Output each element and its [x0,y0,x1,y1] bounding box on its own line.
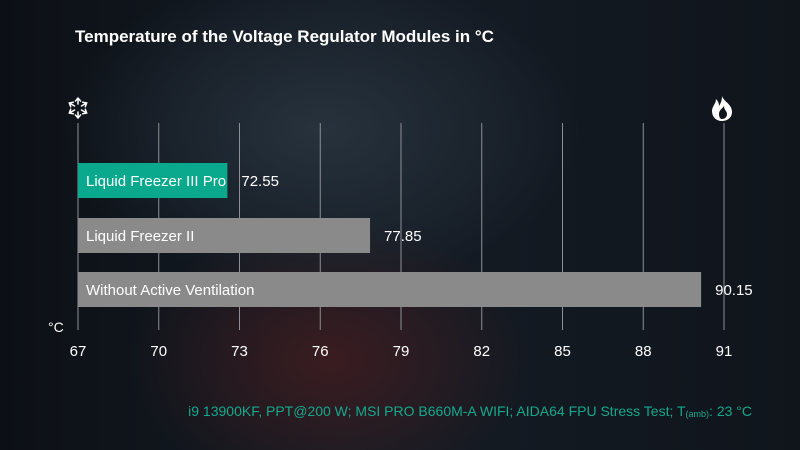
x-tick-label: 88 [635,343,652,360]
bar-value-label: 72.55 [241,173,279,190]
x-tick-label: 76 [312,343,329,360]
bar-value-label: 90.15 [715,282,753,299]
x-tick-label: 91 [716,343,733,360]
footnote-tail: : 23 °C [709,403,752,419]
x-tick-label: 70 [150,343,167,360]
x-tick-label: 82 [473,343,490,360]
x-tick-label: 67 [70,343,87,360]
snowflake-icon [68,96,88,120]
bar [78,272,702,307]
bar [78,218,371,253]
x-tick-label: 85 [554,343,571,360]
x-tick-label: 79 [393,343,410,360]
bar-category-label: Without Active Ventilation [86,282,254,299]
bar-category-label: Liquid Freezer III Pro [86,173,226,190]
flame-icon [712,96,732,121]
axis-unit-label: °C [48,319,64,335]
footnote-subscript: (amb) [685,409,710,419]
bar-value-label: 77.85 [384,228,422,245]
x-tick-label: 73 [231,343,248,360]
bar-category-label: Liquid Freezer II [86,228,194,245]
footnote-main: i9 13900KF, PPT@200 W; MSI PRO B660M-A W… [188,403,686,419]
chart-title: Temperature of the Voltage Regulator Mod… [75,27,494,46]
test-conditions-footnote: i9 13900KF, PPT@200 W; MSI PRO B660M-A W… [188,403,752,419]
bar [78,163,228,198]
